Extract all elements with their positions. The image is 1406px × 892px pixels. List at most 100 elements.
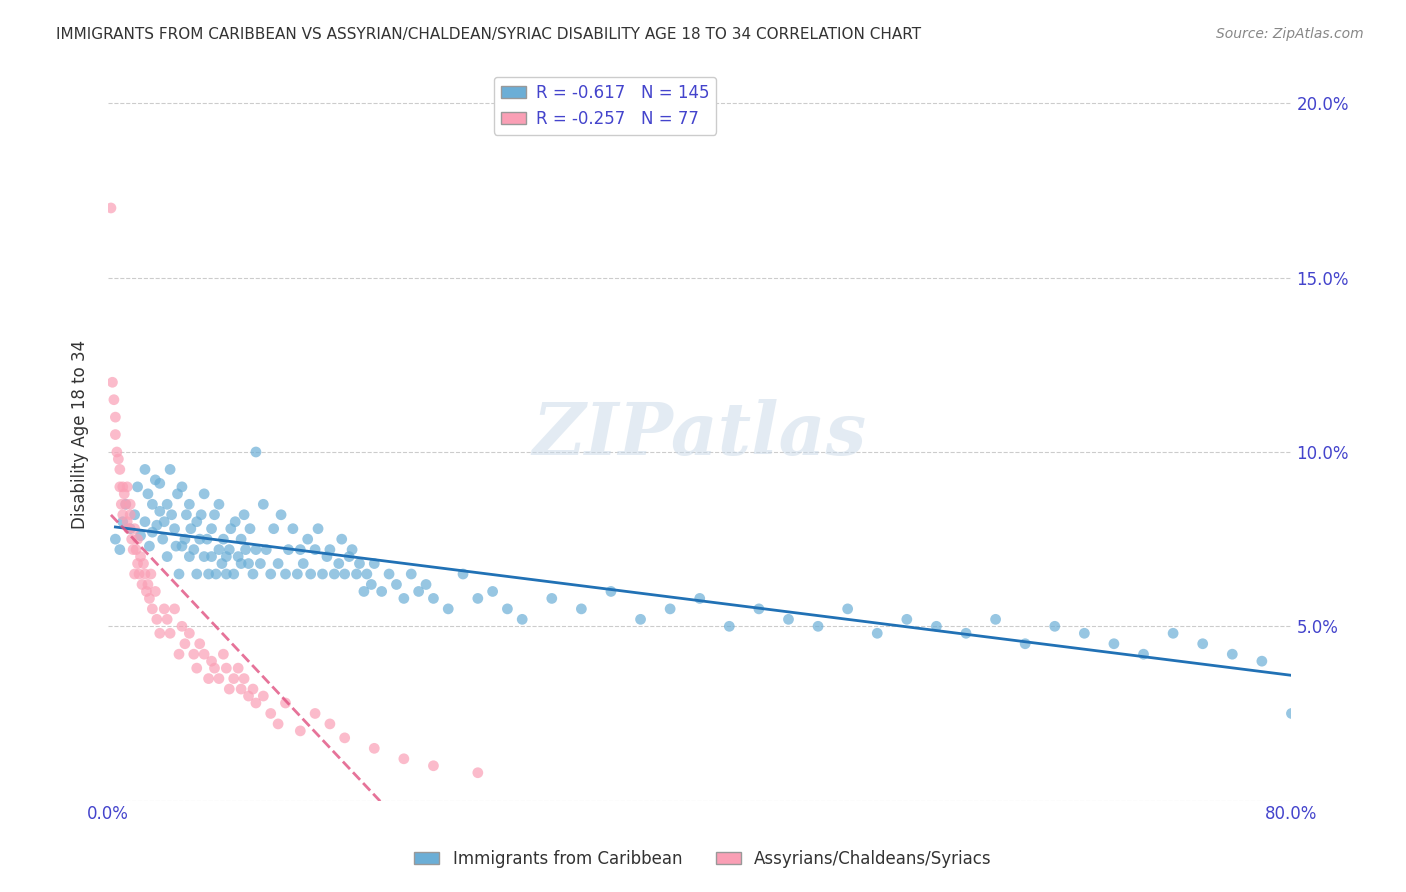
Point xyxy=(231,532,253,546)
Point xyxy=(349,557,371,571)
Point xyxy=(111,480,134,494)
Point xyxy=(260,567,283,582)
Point xyxy=(120,508,142,522)
Point xyxy=(101,376,124,390)
Point xyxy=(156,549,179,564)
Point xyxy=(422,591,444,606)
Point xyxy=(204,508,226,522)
Point xyxy=(111,515,134,529)
Point xyxy=(925,619,948,633)
Point xyxy=(125,542,148,557)
Point xyxy=(114,497,136,511)
Point xyxy=(496,602,519,616)
Point xyxy=(111,508,134,522)
Point xyxy=(422,758,444,772)
Point xyxy=(135,584,157,599)
Point xyxy=(277,542,299,557)
Point xyxy=(204,661,226,675)
Point xyxy=(124,522,146,536)
Point xyxy=(159,462,181,476)
Point xyxy=(143,584,166,599)
Point xyxy=(208,497,231,511)
Point xyxy=(100,201,122,215)
Point xyxy=(226,661,249,675)
Point xyxy=(218,542,240,557)
Point xyxy=(121,532,143,546)
Point xyxy=(270,508,292,522)
Point xyxy=(120,522,142,536)
Point xyxy=(311,567,333,582)
Point xyxy=(186,567,208,582)
Point xyxy=(190,508,212,522)
Point xyxy=(193,487,215,501)
Point xyxy=(1310,626,1333,640)
Point xyxy=(718,619,741,633)
Point xyxy=(896,612,918,626)
Point xyxy=(274,567,297,582)
Point xyxy=(218,681,240,696)
Point xyxy=(748,602,770,616)
Point xyxy=(316,549,339,564)
Point xyxy=(134,567,156,582)
Point xyxy=(215,549,238,564)
Point xyxy=(267,717,290,731)
Point xyxy=(1340,647,1362,661)
Point xyxy=(330,532,353,546)
Point xyxy=(134,462,156,476)
Point xyxy=(163,602,186,616)
Point xyxy=(392,591,415,606)
Point xyxy=(569,602,592,616)
Point xyxy=(226,549,249,564)
Point xyxy=(127,557,149,571)
Point xyxy=(179,626,201,640)
Point xyxy=(437,602,460,616)
Point xyxy=(260,706,283,721)
Point xyxy=(118,522,141,536)
Text: ZIPatlas: ZIPatlas xyxy=(533,399,866,470)
Point xyxy=(138,539,160,553)
Point xyxy=(186,661,208,675)
Point xyxy=(167,647,190,661)
Point xyxy=(222,672,245,686)
Point xyxy=(353,584,375,599)
Point xyxy=(1014,637,1036,651)
Point xyxy=(356,567,378,582)
Point xyxy=(108,542,131,557)
Point xyxy=(108,462,131,476)
Point xyxy=(233,508,256,522)
Point xyxy=(1161,626,1184,640)
Point xyxy=(215,661,238,675)
Point xyxy=(131,577,153,591)
Point xyxy=(659,602,682,616)
Point xyxy=(481,584,503,599)
Point xyxy=(112,487,135,501)
Point xyxy=(159,626,181,640)
Point xyxy=(399,567,422,582)
Point xyxy=(139,567,162,582)
Point xyxy=(114,497,136,511)
Point xyxy=(263,522,285,536)
Point xyxy=(304,706,326,721)
Point xyxy=(370,584,392,599)
Point xyxy=(224,515,246,529)
Point xyxy=(285,567,308,582)
Point xyxy=(319,542,342,557)
Point xyxy=(127,532,149,546)
Point xyxy=(245,542,267,557)
Point xyxy=(180,522,202,536)
Point xyxy=(153,602,176,616)
Point xyxy=(156,612,179,626)
Point xyxy=(166,487,188,501)
Point xyxy=(122,542,145,557)
Point xyxy=(337,549,360,564)
Point xyxy=(297,532,319,546)
Point xyxy=(200,522,222,536)
Point xyxy=(149,476,172,491)
Point xyxy=(415,577,437,591)
Point xyxy=(176,508,198,522)
Point xyxy=(115,515,138,529)
Point xyxy=(510,612,533,626)
Point xyxy=(408,584,430,599)
Point xyxy=(363,557,385,571)
Point xyxy=(152,532,174,546)
